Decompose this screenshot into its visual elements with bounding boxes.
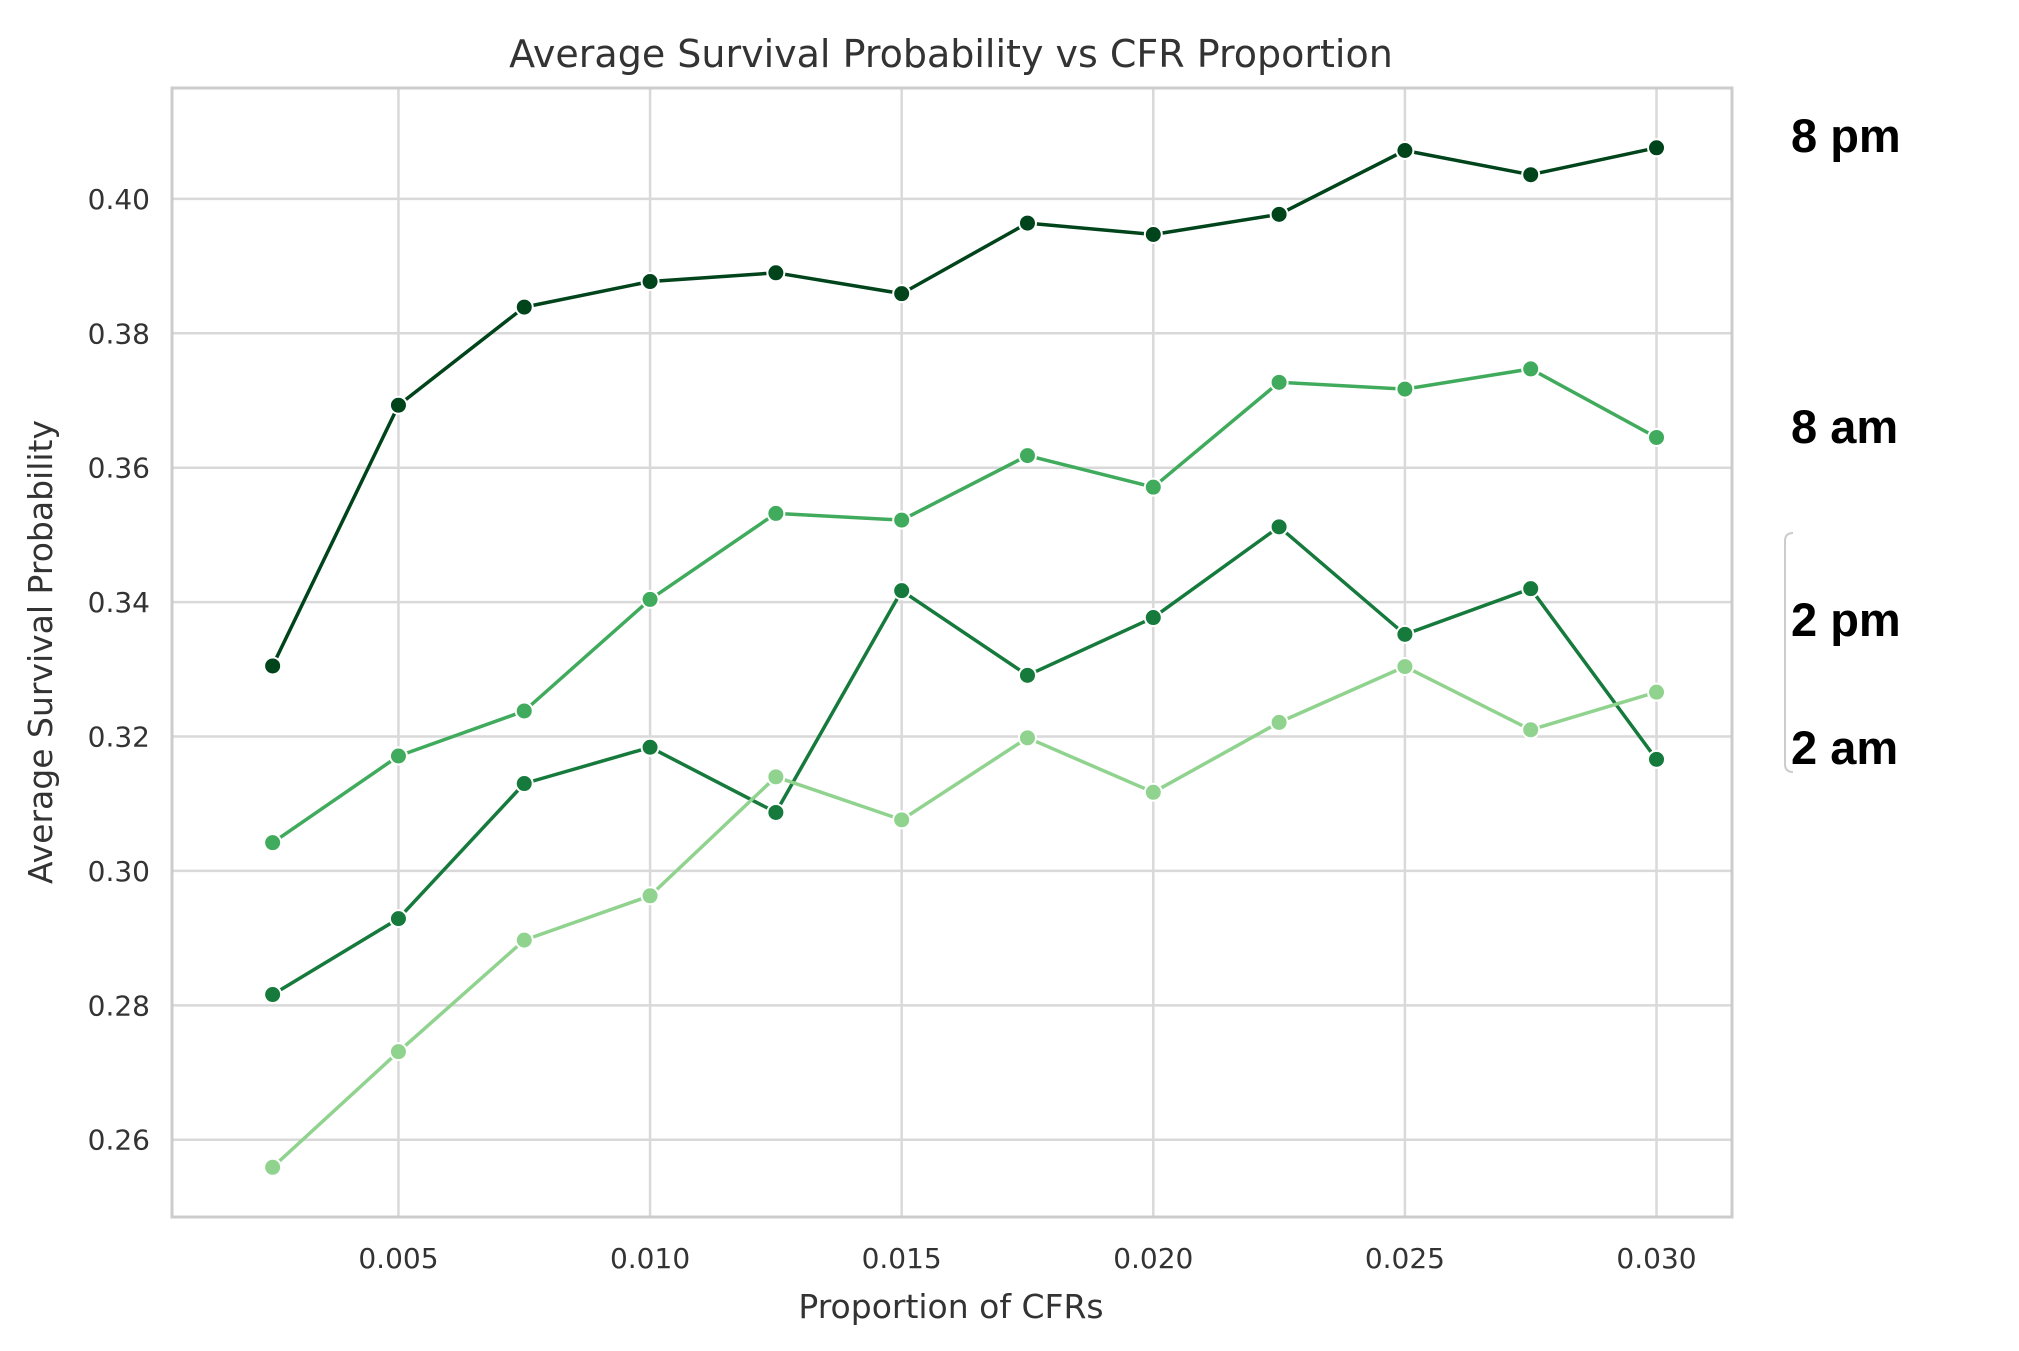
data-point (1017, 665, 1037, 685)
series-label: 8 am (1791, 400, 1898, 453)
data-point (1521, 165, 1541, 185)
series-2-am (263, 657, 1667, 1177)
data-point (1395, 140, 1415, 160)
series-line (271, 664, 1658, 1169)
data-point (892, 810, 912, 830)
series-labels: 8 pm 8 am 2 pm 2 am (1791, 109, 1901, 774)
data-point (1395, 624, 1415, 644)
data-point (263, 1157, 283, 1177)
data-point (514, 774, 534, 794)
grid (172, 88, 1732, 1217)
data-point (1269, 372, 1289, 392)
data-point (1395, 379, 1415, 399)
y-tick-label: 0.36 (88, 452, 150, 485)
data-point (1269, 712, 1289, 732)
data-point (766, 802, 786, 822)
data-point (1647, 682, 1667, 702)
data-point (1143, 477, 1163, 497)
series-line (271, 525, 1658, 997)
plot-frame (170, 86, 1734, 1219)
y-tick-labels: 0.26 0.28 0.30 0.32 0.34 0.36 0.38 0.40 (88, 183, 150, 1157)
series-2-pm (263, 517, 1667, 1005)
x-tick-label: 0.025 (1365, 1242, 1445, 1275)
data-point (1647, 427, 1667, 447)
y-tick-label: 0.30 (88, 855, 150, 888)
data-point (1143, 225, 1163, 245)
data-point (1269, 517, 1289, 537)
data-point (1647, 749, 1667, 769)
data-point (892, 581, 912, 601)
data-point (640, 589, 660, 609)
y-axis-label: Average Survival Probability (21, 420, 60, 884)
series-line (271, 367, 1658, 845)
x-tick-label: 0.010 (610, 1242, 690, 1275)
data-point (263, 656, 283, 676)
data-point (1143, 608, 1163, 628)
y-tick-label: 0.34 (88, 586, 150, 619)
data-point (1017, 213, 1037, 233)
series-label: 8 pm (1791, 109, 1901, 162)
data-point (766, 503, 786, 523)
data-point (640, 272, 660, 292)
data-point (640, 737, 660, 757)
series-8-pm (263, 138, 1667, 676)
x-tick-label: 0.020 (1113, 1242, 1193, 1275)
data-point (388, 909, 408, 929)
data-point (263, 985, 283, 1005)
series-8-am (263, 359, 1667, 853)
data-point (766, 767, 786, 787)
data-point (1017, 728, 1037, 748)
series-label: 2 am (1791, 721, 1898, 774)
data-point (1521, 720, 1541, 740)
data-point (640, 886, 660, 906)
x-tick-label: 0.005 (358, 1242, 438, 1275)
data-point (1143, 782, 1163, 802)
y-tick-label: 0.26 (88, 1124, 150, 1157)
x-tick-label: 0.015 (862, 1242, 942, 1275)
y-tick-label: 0.32 (88, 721, 150, 754)
series-label: 2 pm (1791, 593, 1901, 646)
data-point (766, 263, 786, 283)
y-tick-label: 0.38 (88, 317, 150, 350)
data-point (1269, 204, 1289, 224)
data-point (892, 284, 912, 304)
data-point (388, 1042, 408, 1062)
y-tick-label: 0.28 (88, 989, 150, 1022)
data-point (892, 510, 912, 530)
series-line (271, 146, 1657, 667)
data-point (514, 297, 534, 317)
data-point (1521, 579, 1541, 599)
data-point (388, 746, 408, 766)
data-point (1521, 359, 1541, 379)
data-point (1395, 657, 1415, 677)
data-point (263, 833, 283, 853)
label-bracket (1784, 532, 1794, 773)
data-point (1017, 446, 1037, 466)
data-point (514, 930, 534, 950)
data-point (514, 701, 534, 721)
y-tick-label: 0.40 (88, 183, 150, 216)
x-tick-label: 0.030 (1616, 1242, 1696, 1275)
x-axis-label: Proportion of CFRs (798, 1287, 1103, 1326)
series-group (263, 138, 1667, 1177)
data-point (1647, 138, 1667, 158)
chart-title: Average Survival Probability vs CFR Prop… (509, 32, 1393, 76)
x-tick-labels: 0.005 0.010 0.015 0.020 0.025 0.030 (358, 1242, 1696, 1275)
data-point (388, 395, 408, 415)
